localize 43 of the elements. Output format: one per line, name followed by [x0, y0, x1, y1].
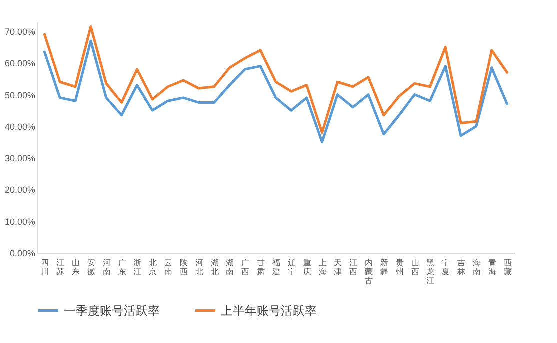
x-tick-label: 广东: [118, 258, 126, 276]
x-tick-label: 福建: [272, 258, 280, 276]
x-tick-label: 海南: [472, 258, 481, 276]
x-tick-label: 重庆: [303, 258, 312, 276]
x-tick-label: 安徽: [87, 258, 96, 276]
y-tick-label: 0.00%: [10, 248, 36, 258]
x-tick-label: 山西: [411, 258, 420, 276]
x-tick-label: 江苏: [56, 258, 65, 276]
x-tick-label: 江西: [350, 258, 358, 276]
x-tick-label: 广西: [242, 258, 250, 276]
x-tick-label: 天津: [334, 258, 342, 276]
x-tick-label: 北京: [149, 258, 158, 276]
x-tick-label: 上海: [318, 258, 327, 276]
x-tick-label: 宁夏: [442, 258, 450, 276]
line-series: [43, 25, 509, 134]
x-tick-label: 贵州: [396, 258, 404, 276]
x-tick-label: 西藏: [504, 258, 512, 276]
x-tick-label: 山东: [72, 258, 80, 276]
x-tick-label: 四川: [41, 258, 50, 276]
legend-label: 上半年账号活跃率: [221, 304, 317, 318]
x-tick-label: 吉林: [456, 258, 466, 276]
y-tick-label: 20.00%: [4, 185, 36, 196]
y-tick-label: 30.00%: [4, 154, 36, 164]
x-tick-label: 河北: [195, 258, 204, 276]
line-series: [43, 40, 509, 144]
y-tick-label: 10.00%: [4, 216, 36, 227]
x-tick-label: 湖北: [210, 258, 219, 276]
x-tick-label: 甘肃: [257, 258, 266, 276]
x-tick-label: 黑龙江: [426, 258, 435, 286]
y-tick-label: 50.00%: [4, 90, 36, 100]
y-tick-label: 70.00%: [4, 26, 36, 37]
y-tick-label: 40.00%: [4, 122, 36, 132]
x-tick-label: 青海: [488, 258, 496, 276]
x-tick-label: 陕西: [180, 258, 188, 276]
x-tick-label: 新疆: [380, 258, 388, 276]
x-tick-label: 河南: [102, 258, 111, 276]
x-tick-label: 辽宁: [288, 258, 296, 276]
x-tick-label: 内蒙古: [365, 258, 374, 286]
x-tick-label: 浙江: [134, 258, 142, 276]
y-tick-label: 60.00%: [4, 58, 36, 69]
x-tick-label: 湖南: [226, 258, 234, 276]
x-tick-label: 云南: [164, 258, 173, 276]
legend-label: 一季度账号活跃率: [64, 304, 160, 318]
